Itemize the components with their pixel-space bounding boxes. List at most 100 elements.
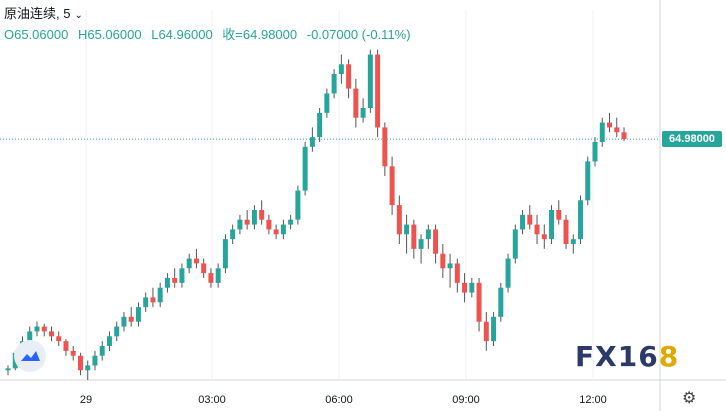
candle-body xyxy=(259,210,265,220)
candle-body xyxy=(476,282,482,322)
candle-body xyxy=(266,219,272,230)
candle-body xyxy=(498,287,504,317)
candle-body xyxy=(382,127,388,167)
candle-body xyxy=(128,316,134,322)
candle-body xyxy=(114,326,120,337)
candle-body xyxy=(331,74,337,94)
candle-body xyxy=(353,88,359,118)
gear-icon[interactable]: ⚙ xyxy=(682,390,697,407)
candle-body xyxy=(360,108,366,118)
candle-body xyxy=(70,350,76,356)
candle-body xyxy=(491,316,497,342)
candle-body xyxy=(614,127,620,133)
candle-body xyxy=(5,368,11,371)
logo-text: FX16 xyxy=(575,340,659,373)
candle-body xyxy=(418,239,424,249)
candle-body xyxy=(396,205,402,235)
candle-body xyxy=(534,224,540,235)
candle-body xyxy=(389,166,395,206)
candle-body xyxy=(106,336,112,346)
candle-body xyxy=(462,282,468,293)
candle-body xyxy=(578,200,584,240)
candle-body xyxy=(375,54,381,128)
candle-body xyxy=(135,307,141,322)
candle-body xyxy=(570,239,576,244)
candle-body xyxy=(77,355,83,371)
candle-body xyxy=(99,346,105,356)
candle-body xyxy=(27,331,33,342)
candle-body xyxy=(295,190,301,220)
candle-body xyxy=(367,54,373,108)
tradingview-icon[interactable] xyxy=(14,340,46,372)
candle-body xyxy=(440,253,446,269)
candle-body xyxy=(302,146,308,191)
candle-body xyxy=(520,214,526,230)
candle-body xyxy=(41,326,47,332)
candle-body xyxy=(222,239,228,269)
logo-eight: 8 xyxy=(658,340,680,373)
candle-body xyxy=(193,258,199,264)
close-value: 收=64.98000 xyxy=(222,27,298,42)
x-tick-label: 09:00 xyxy=(452,394,480,406)
candle-body xyxy=(621,132,627,140)
low-value: L64.96000 xyxy=(151,27,213,42)
fx168-logo: FX168 xyxy=(575,340,679,373)
high-value: H65.06000 xyxy=(77,27,142,42)
candle-body xyxy=(585,161,591,201)
candle-body xyxy=(505,258,511,288)
candle-body xyxy=(172,278,178,283)
candle-body xyxy=(404,224,410,235)
candle-body xyxy=(592,142,598,162)
candle-body xyxy=(56,336,62,342)
candle-body xyxy=(411,224,417,249)
candle-body xyxy=(164,278,170,288)
symbol-label[interactable]: 原油连续, 5 xyxy=(4,6,71,21)
candle-body xyxy=(150,297,156,303)
candle-body xyxy=(280,224,286,235)
candle-body xyxy=(288,219,294,225)
x-tick-label: 06:00 xyxy=(325,394,353,406)
candle-body xyxy=(157,287,163,303)
candle-body xyxy=(599,122,605,142)
candle-body xyxy=(215,268,221,283)
candle-body xyxy=(549,210,555,240)
candle-body xyxy=(483,321,489,342)
candle-body xyxy=(63,341,69,351)
change-value: -0.07000 (-0.11%) xyxy=(306,27,411,42)
ohlc-readout: O65.06000 H65.06000 L64.96000 收=64.98000… xyxy=(4,24,417,43)
candle-body xyxy=(121,316,127,327)
candle-body xyxy=(512,229,518,259)
candle-body xyxy=(48,331,54,337)
candle-body xyxy=(244,219,250,225)
open-value: O65.06000 xyxy=(4,27,69,42)
candle-body xyxy=(85,365,91,371)
candle-body xyxy=(179,268,185,283)
candle-body xyxy=(541,234,547,240)
candle-body xyxy=(425,229,431,240)
x-tick-label: 29 xyxy=(80,394,92,406)
candle-body xyxy=(563,219,569,244)
candle-body xyxy=(447,263,453,269)
chevron-down-icon[interactable]: ⌄ xyxy=(74,10,83,21)
symbol-header[interactable]: 原油连续, 5 ⌄ xyxy=(4,3,83,22)
candle-body xyxy=(230,229,236,240)
candle-body xyxy=(186,258,192,269)
candle-body xyxy=(201,263,207,274)
last-price-tag: 64.98000 xyxy=(662,131,722,148)
candle-body xyxy=(34,326,40,332)
candle-body xyxy=(309,137,315,147)
x-tick-label: 12:00 xyxy=(579,394,607,406)
candle-body xyxy=(607,122,613,128)
candle-body xyxy=(556,210,562,220)
candle-body xyxy=(92,355,98,366)
candle-body xyxy=(338,64,344,74)
candle-body xyxy=(237,219,243,230)
candle-body xyxy=(469,282,475,293)
x-tick-label: 03:00 xyxy=(198,394,226,406)
candle-body xyxy=(143,297,149,308)
candle-body xyxy=(433,229,439,254)
candle-body xyxy=(324,93,330,113)
candle-body xyxy=(251,210,257,225)
candle-body xyxy=(273,229,279,235)
